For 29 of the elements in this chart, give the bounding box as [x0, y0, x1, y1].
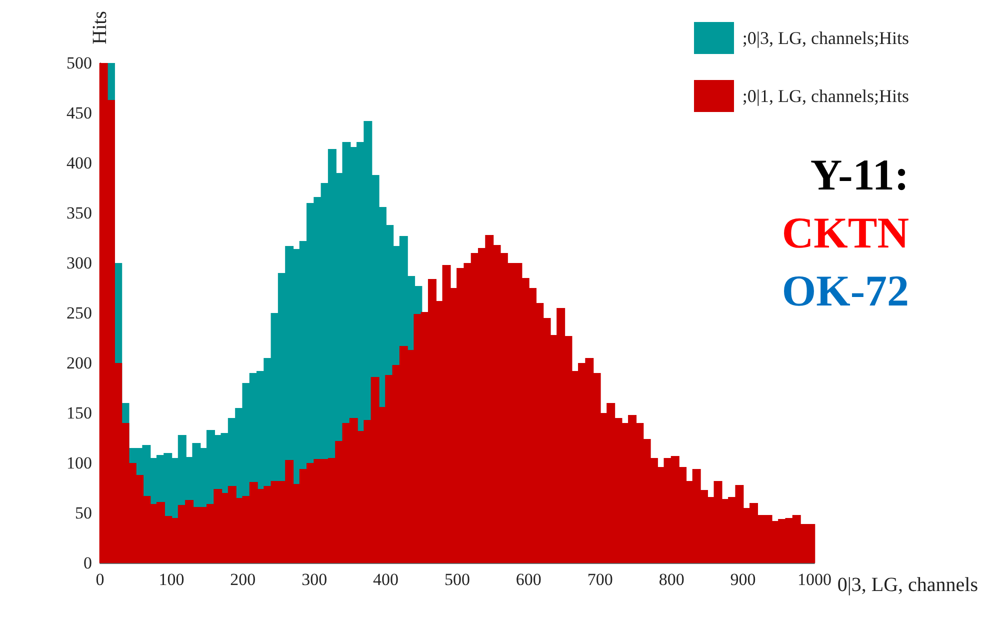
y-tick-label: 0: [84, 554, 92, 572]
x-tick-label: 100: [158, 570, 184, 589]
y-tick-label: 50: [75, 504, 92, 522]
x-tick-label: 200: [230, 570, 256, 589]
x-tick-label: 400: [373, 570, 399, 589]
x-tick-label: 900: [730, 570, 756, 589]
legend-label: ;0|1, LG, channels;Hits: [742, 86, 909, 106]
y-tick-label: 450: [66, 104, 92, 122]
y-tick-label: 350: [66, 204, 92, 222]
x-tick-label: 0: [96, 570, 104, 589]
y-tick-label: 400: [66, 154, 92, 172]
x-tick-label: 300: [302, 570, 328, 589]
x-tick-label: 500: [444, 570, 470, 589]
x-axis-title: 0|3, LG, channels: [837, 574, 978, 596]
annotation: OK-72: [782, 266, 910, 316]
annotation: CKTN: [782, 208, 910, 258]
x-tick-label: 800: [658, 570, 684, 589]
y-tick-label: 300: [66, 254, 92, 272]
annotation: Y-11:: [810, 150, 910, 200]
x-tick-label: 600: [516, 570, 542, 589]
x-tick-label: 1000: [797, 570, 832, 589]
y-tick-label: 250: [66, 304, 92, 322]
y-axis-title: Hits: [89, 10, 111, 44]
y-tick-label: 500: [66, 54, 92, 72]
x-tick-label: 700: [587, 570, 613, 589]
y-tick-label: 150: [66, 404, 92, 422]
legend-label: ;0|3, LG, channels;Hits: [742, 28, 909, 48]
y-tick-label: 100: [66, 454, 92, 472]
y-tick-label: 200: [66, 354, 92, 372]
